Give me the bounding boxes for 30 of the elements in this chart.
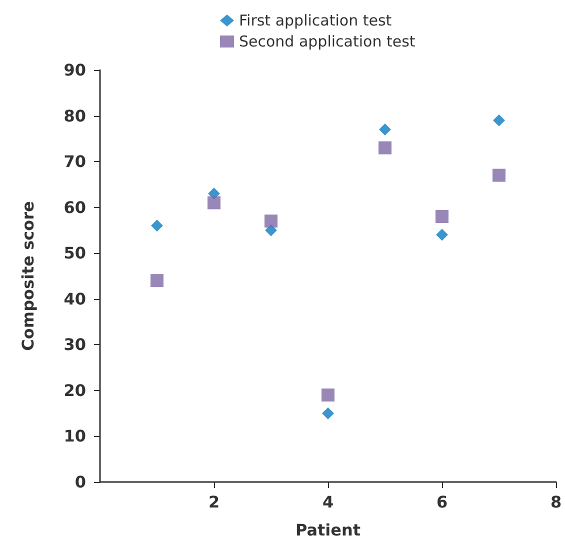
point <box>378 141 392 154</box>
point <box>322 407 334 420</box>
y-tick-label: 20 <box>64 380 86 400</box>
y-tick-label: 30 <box>64 335 86 354</box>
x-tick-label: 8 <box>550 492 562 512</box>
point <box>379 124 391 136</box>
x-tick-label: 6 <box>436 492 448 512</box>
point <box>151 220 163 232</box>
point <box>493 114 505 126</box>
point <box>492 168 506 182</box>
y-tick-label: 80 <box>64 106 86 126</box>
y-tick-label: 60 <box>64 198 86 217</box>
point <box>208 196 220 210</box>
legend-label: First application test <box>239 12 392 30</box>
point <box>264 214 278 228</box>
point <box>436 210 448 223</box>
point <box>436 228 448 241</box>
y-tick-label: 10 <box>64 426 86 446</box>
x-tick-label: 2 <box>208 492 220 512</box>
y-tick-label: 40 <box>64 289 86 308</box>
y-tick-label: 0 <box>74 472 86 492</box>
point <box>322 388 334 402</box>
y-axis-title: Composite score <box>18 201 38 351</box>
point <box>150 274 164 288</box>
y-tick-label: 70 <box>64 152 86 172</box>
x-axis-title: Patient <box>295 520 361 540</box>
y-tick-label: 50 <box>64 244 86 263</box>
y-tick-label: 90 <box>64 60 86 80</box>
x-tick-label: 4 <box>322 492 334 512</box>
legend-label: Second application test <box>239 32 416 50</box>
